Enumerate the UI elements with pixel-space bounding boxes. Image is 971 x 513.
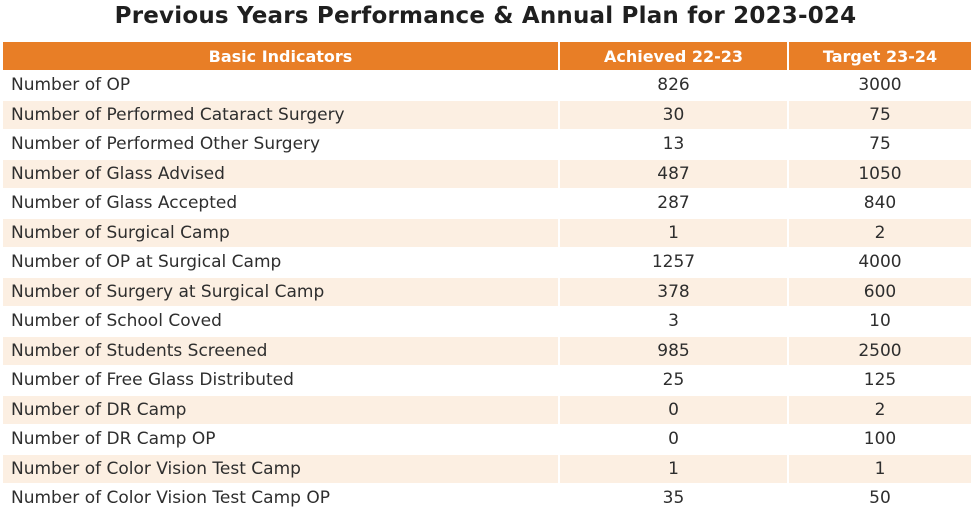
target-cell: 3000 <box>788 70 971 100</box>
table-row: Number of Performed Cataract Surgery 30 75 <box>3 99 971 130</box>
target-cell: 125 <box>788 365 971 395</box>
table-row: Number of School Coved 3 10 <box>3 306 971 336</box>
indicator-cell: Number of OP at Surgical Camp <box>3 247 560 277</box>
target-cell: 1 <box>788 453 971 484</box>
target-cell: 75 <box>788 99 971 130</box>
achieved-cell: 378 <box>559 276 789 307</box>
target-cell: 50 <box>788 483 971 513</box>
table-row: Number of Surgery at Surgical Camp 378 600 <box>3 276 971 307</box>
indicator-cell: Number of School Coved <box>3 306 560 336</box>
target-cell: 100 <box>788 424 971 454</box>
achieved-cell: 25 <box>559 365 789 395</box>
achieved-cell: 985 <box>559 335 789 366</box>
achieved-cell: 1 <box>559 217 789 248</box>
indicator-cell: Number of Performed Other Surgery <box>3 129 560 159</box>
column-header-indicators: Basic Indicators <box>3 42 560 71</box>
target-cell: 600 <box>788 276 971 307</box>
target-cell: 2500 <box>788 335 971 366</box>
column-header-target: Target 23-24 <box>788 42 971 71</box>
target-cell: 75 <box>788 129 971 159</box>
column-header-achieved: Achieved 22-23 <box>559 42 789 71</box>
achieved-cell: 1257 <box>559 247 789 277</box>
table-row: Number of DR Camp 0 2 <box>3 394 971 425</box>
target-cell: 4000 <box>788 247 971 277</box>
indicator-cell: Number of Free Glass Distributed <box>3 365 560 395</box>
achieved-cell: 287 <box>559 188 789 218</box>
table-row: Number of Free Glass Distributed 25 125 <box>3 365 971 395</box>
achieved-cell: 3 <box>559 306 789 336</box>
table-row: Number of DR Camp OP 0 100 <box>3 424 971 454</box>
achieved-cell: 826 <box>559 70 789 100</box>
indicator-cell: Number of Color Vision Test Camp <box>3 453 560 484</box>
indicator-cell: Number of Color Vision Test Camp OP <box>3 483 560 513</box>
indicator-cell: Number of DR Camp OP <box>3 424 560 454</box>
achieved-cell: 30 <box>559 99 789 130</box>
table-row: Number of Color Vision Test Camp OP 35 50 <box>3 483 971 513</box>
table-row: Number of Glass Advised 487 1050 <box>3 158 971 189</box>
target-cell: 10 <box>788 306 971 336</box>
table-row: Number of Surgical Camp 1 2 <box>3 217 971 248</box>
indicator-cell: Number of Glass Accepted <box>3 188 560 218</box>
indicator-cell: Number of Glass Advised <box>3 158 560 189</box>
achieved-cell: 35 <box>559 483 789 513</box>
achieved-cell: 0 <box>559 424 789 454</box>
indicator-cell: Number of Surgery at Surgical Camp <box>3 276 560 307</box>
achieved-cell: 13 <box>559 129 789 159</box>
table-row: Number of Performed Other Surgery 13 75 <box>3 129 971 159</box>
achieved-cell: 1 <box>559 453 789 484</box>
page-title: Previous Years Performance & Annual Plan… <box>114 3 857 29</box>
table-row: Number of Color Vision Test Camp 1 1 <box>3 453 971 484</box>
table-row: Number of Students Screened 985 2500 <box>3 335 971 366</box>
table-row: Number of Glass Accepted 287 840 <box>3 188 971 218</box>
indicator-cell: Number of Performed Cataract Surgery <box>3 99 560 130</box>
target-cell: 2 <box>788 217 971 248</box>
indicator-cell: Number of DR Camp <box>3 394 560 425</box>
achieved-cell: 0 <box>559 394 789 425</box>
indicator-cell: Number of Students Screened <box>3 335 560 366</box>
indicator-cell: Number of Surgical Camp <box>3 217 560 248</box>
target-cell: 2 <box>788 394 971 425</box>
achieved-cell: 487 <box>559 158 789 189</box>
table-row: Number of OP at Surgical Camp 1257 4000 <box>3 247 971 277</box>
table-body: Number of OP 826 3000 Number of Performed C… <box>3 70 971 513</box>
header-row: Basic Indicators Achieved 22-23 Target 2… <box>3 42 971 71</box>
indicator-cell: Number of OP <box>3 70 560 100</box>
target-cell: 1050 <box>788 158 971 189</box>
performance-table: Basic Indicators Achieved 22-23 Target 2… <box>3 42 971 513</box>
table-header: Basic Indicators Achieved 22-23 Target 2… <box>3 42 971 71</box>
table-row: Number of OP 826 3000 <box>3 70 971 100</box>
target-cell: 840 <box>788 188 971 218</box>
